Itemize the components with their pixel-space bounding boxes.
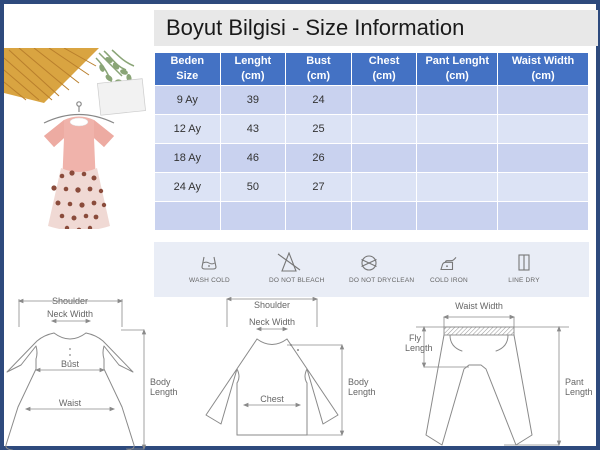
svg-text:Length: Length — [405, 343, 433, 353]
svg-text:Body: Body — [150, 377, 171, 387]
svg-text:Length: Length — [565, 387, 593, 397]
svg-text:Length: Length — [348, 387, 376, 397]
svg-text:Shoulder: Shoulder — [52, 297, 88, 306]
svg-text:Waist Width: Waist Width — [455, 301, 503, 311]
svg-text:Neck Width: Neck Width — [249, 317, 295, 327]
svg-text:Fly: Fly — [409, 333, 421, 343]
svg-text:Bust: Bust — [61, 359, 80, 369]
svg-text:Chest: Chest — [260, 394, 284, 404]
svg-text:Pant: Pant — [565, 377, 584, 387]
svg-text:Waist: Waist — [59, 398, 82, 408]
svg-text:Length: Length — [150, 387, 178, 397]
svg-text:Body: Body — [348, 377, 369, 387]
svg-text:Shoulder: Shoulder — [254, 300, 290, 310]
svg-text:Neck Width: Neck Width — [47, 309, 93, 319]
